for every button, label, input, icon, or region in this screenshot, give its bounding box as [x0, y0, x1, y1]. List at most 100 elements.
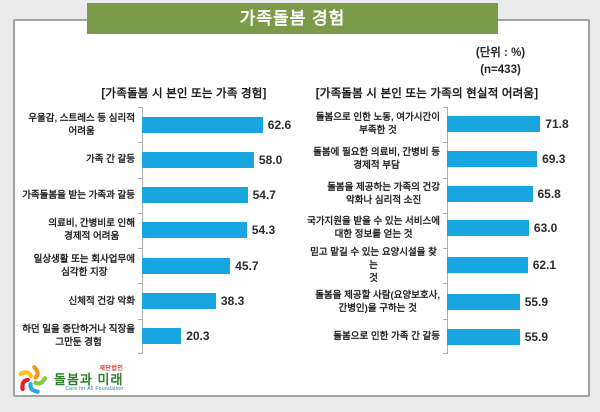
- value-label: 62.1: [532, 258, 557, 273]
- bar: [447, 328, 520, 345]
- bar-zone: 62.6: [142, 107, 296, 142]
- pinwheel-logo-icon: [18, 365, 47, 394]
- value-label: 63.0: [533, 221, 558, 236]
- axis-tick: [138, 353, 142, 354]
- value-label: 38.3: [220, 294, 245, 309]
- axis-tick: [443, 283, 447, 285]
- value-label: 20.3: [186, 329, 210, 344]
- bar: [142, 222, 247, 239]
- chart-row: 의료비, 간병비로 인해 경제적 어려움 54.3: [20, 213, 296, 248]
- bar-zone: 54.7: [142, 178, 296, 213]
- bar-zone: 45.7: [142, 248, 296, 283]
- right-chart-rows: 돌봄으로 인한 노동, 여가시간이 부족한 것 71.8 돌봄에 필요한 의료비…: [307, 107, 587, 354]
- value-label: 54.7: [252, 188, 276, 203]
- category-cell: 우울감, 스트레스 등 심리적 어려움: [20, 107, 142, 142]
- axis-tick: [138, 318, 142, 320]
- category-label: 돌봄으로 인한 노동, 여가시간이 부족한 것: [315, 112, 440, 137]
- category-cell: 믿고 맡길 수 있는 요양시설을 찾는 것: [307, 246, 447, 285]
- bar: [142, 257, 231, 274]
- bar-zone: 65.8: [447, 176, 587, 211]
- bar: [142, 151, 254, 168]
- category-label: 돌봄으로 인한 가족 간 갈등: [333, 331, 440, 343]
- bar: [447, 294, 520, 311]
- chart-row: 돌봄에 필요한 의료비, 간병비 등 경제적 부담 69.3: [307, 142, 587, 177]
- category-cell: 가족 간 갈등: [20, 142, 142, 177]
- value-label: 69.3: [542, 152, 566, 166]
- category-label: 우울감, 스트레스 등 심리적 어려움: [28, 112, 135, 137]
- value-label: 55.9: [524, 295, 549, 310]
- axis-tick: [138, 283, 142, 285]
- left-chart-rows: 우울감, 스트레스 등 심리적 어려움 62.6 가족 간 갈등 58.0 가족…: [20, 107, 296, 354]
- value-label: 54.3: [251, 223, 276, 238]
- chart-row: 돌봄을 제공하는 가족의 건강 악화나 심리적 소진 65.8: [307, 176, 587, 211]
- category-cell: 가족돌봄을 받는 가족과 갈등: [20, 178, 142, 213]
- chart-row: 국가지원을 받을 수 있는 서비스에 대한 정보를 얻는 것 63.0: [307, 211, 587, 246]
- logo-text: 재단법인 돌봄과 미래 Care for All Foundation: [54, 366, 123, 393]
- chart-row: 돌봄으로 인한 노동, 여가시간이 부족한 것 71.8: [307, 107, 587, 142]
- category-label: 가족 간 갈등: [86, 154, 135, 166]
- bar-zone: 63.0: [447, 211, 587, 246]
- chart-row: 돌봄을 제공할 사람(요양보호사, 간병인)을 구하는 것 55.9: [307, 285, 587, 320]
- logo-name: 돌봄과 미래: [54, 371, 124, 387]
- chart-row: 가족 간 갈등 58.0: [20, 142, 296, 177]
- axis-tick: [138, 107, 142, 108]
- chart-row: 일상생활 또는 회사업무에 심각한 지장 45.7: [20, 248, 296, 283]
- axis-tick: [138, 177, 142, 179]
- axis-tick: [138, 248, 142, 250]
- axis-tick: [443, 353, 447, 354]
- chart-row: 우울감, 스트레스 등 심리적 어려움 62.6: [20, 107, 296, 142]
- bar-zone: 71.8: [447, 107, 587, 142]
- category-cell: 하던 일을 중단하거나 직장을 그만둔 경험: [20, 319, 142, 354]
- category-label: 돌봄에 필요한 의료비, 간병비 등 경제적 부담: [313, 147, 440, 171]
- axis-tick: [443, 107, 447, 108]
- unit-note: (단위 : %): [475, 47, 526, 59]
- axis-tick: [443, 248, 447, 250]
- category-label: 신체적 건강 악화: [68, 295, 135, 307]
- bar-zone: 20.3: [142, 319, 296, 354]
- bar-zone: 55.9: [447, 285, 587, 320]
- category-label: 의료비, 간병비로 인해 경제적 어려움: [48, 218, 135, 243]
- value-label: 45.7: [235, 258, 259, 273]
- category-cell: 돌봄에 필요한 의료비, 간병비 등 경제적 부담: [307, 142, 447, 177]
- chart-notes: (단위 : %) (n=433): [443, 45, 558, 79]
- bar-zone: 62.1: [447, 246, 587, 285]
- category-label: 하던 일을 중단하거나 직장을 그만둔 경험: [22, 324, 135, 349]
- organization-logo: 재단법인 돌봄과 미래 Care for All Foundation: [17, 361, 123, 397]
- sample-size-note: (n=433): [480, 64, 521, 76]
- bar-zone: 54.3: [142, 213, 296, 248]
- axis-tick: [443, 212, 447, 214]
- left-chart-title: [가족돌봄 시 본인 또는 가족 경험]: [101, 88, 267, 100]
- category-label: 돌봄을 제공하는 가족의 건강 악화나 심리적 소진: [327, 181, 440, 206]
- bar: [447, 185, 533, 202]
- category-cell: 돌봄을 제공하는 가족의 건강 악화나 심리적 소진: [307, 176, 447, 211]
- bar-zone: 58.0: [142, 142, 296, 177]
- value-label: 55.9: [524, 329, 549, 344]
- chart-row: 돌봄으로 인한 가족 간 갈등 55.9: [307, 319, 587, 354]
- category-cell: 돌봄을 제공할 사람(요양보호사, 간병인)을 구하는 것: [307, 285, 447, 320]
- bar: [142, 293, 216, 310]
- category-label: 돌봄을 제공할 사람(요양보호사, 간병인)을 구하는 것: [315, 290, 440, 315]
- category-cell: 돌봄으로 인한 가족 간 갈등: [307, 319, 447, 354]
- value-label: 58.0: [258, 152, 283, 167]
- logo-org-type: 재단법인: [99, 365, 124, 372]
- axis-tick: [138, 142, 142, 144]
- axis-tick: [443, 318, 447, 320]
- left-bar-chart: 우울감, 스트레스 등 심리적 어려움 62.6 가족 간 갈등 58.0 가족…: [20, 107, 296, 354]
- bar-zone: 69.3: [447, 142, 587, 177]
- bar: [447, 116, 541, 133]
- chart-row: 신체적 건강 악화 38.3: [20, 283, 296, 318]
- category-label: 가족돌봄을 받는 가족과 갈등: [22, 189, 135, 201]
- bar: [447, 220, 529, 237]
- value-label: 71.8: [545, 117, 569, 132]
- right-chart-title: [가족돌봄 시 본인 또는 가족의 현실적 어려움]: [315, 88, 539, 100]
- page-title: 가족돌봄 경험: [87, 3, 498, 34]
- chart-row: 하던 일을 중단하거나 직장을 그만둔 경험 20.3: [20, 319, 296, 354]
- bar: [142, 328, 182, 345]
- chart-row: 가족돌봄을 받는 가족과 갈등 54.7: [20, 178, 296, 213]
- bar-zone: 38.3: [142, 283, 296, 318]
- bar: [142, 187, 248, 204]
- category-cell: 일상생활 또는 회사업무에 심각한 지장: [20, 248, 142, 283]
- category-cell: 돌봄으로 인한 노동, 여가시간이 부족한 것: [307, 107, 447, 142]
- category-cell: 국가지원을 받을 수 있는 서비스에 대한 정보를 얻는 것: [307, 211, 447, 246]
